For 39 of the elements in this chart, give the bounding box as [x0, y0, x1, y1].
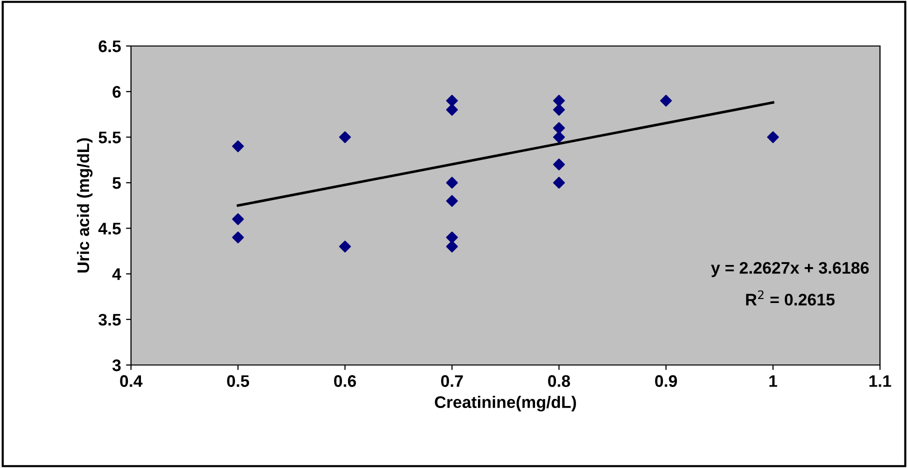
point: [446, 232, 458, 244]
point: [446, 176, 458, 189]
y-tick-label: 3: [112, 359, 121, 372]
y-tick-label: 5.5: [98, 132, 121, 144]
point: [553, 122, 565, 134]
y-tick-label: 3.5: [98, 314, 121, 326]
annotation: y = 2.2627x + 3.6186: [711, 262, 869, 278]
x-tick-label: 1: [769, 375, 778, 387]
x-tick-label: 0.4: [120, 375, 142, 387]
point: [339, 131, 351, 144]
point: [232, 213, 244, 226]
annotation: R$^{2}$ = 0.2615: [746, 290, 835, 306]
x-tick-label: 0.6: [334, 375, 356, 387]
point: [553, 94, 565, 107]
point: [446, 240, 458, 252]
point: [553, 158, 565, 170]
x-axis-title: Creatinine(mg/dL): [434, 396, 576, 412]
x-tick-label: 1.1: [869, 375, 892, 387]
x-tick-label: 0.8: [548, 375, 570, 387]
point: [660, 94, 672, 107]
point: [553, 131, 565, 144]
point: [553, 104, 565, 116]
point: [232, 232, 244, 244]
y-tick-label: 5: [112, 177, 121, 189]
y-tick-label: 4: [112, 268, 122, 280]
point: [553, 176, 565, 189]
x-tick-label: 0.5: [227, 375, 250, 387]
x-tick-label: 0.7: [441, 375, 463, 387]
y-tick-label: 6: [112, 86, 121, 98]
point: [446, 104, 458, 116]
x-tick-label: 0.9: [655, 375, 677, 387]
y-tick-label: 6.5: [98, 40, 121, 52]
point: [446, 94, 458, 107]
point: [232, 140, 244, 152]
point: [339, 240, 351, 252]
point: [446, 195, 458, 207]
point: [767, 131, 779, 144]
y-axis-title: Uric acid (mg/dL): [76, 138, 93, 273]
y-tick-label: 4.5: [98, 222, 121, 234]
